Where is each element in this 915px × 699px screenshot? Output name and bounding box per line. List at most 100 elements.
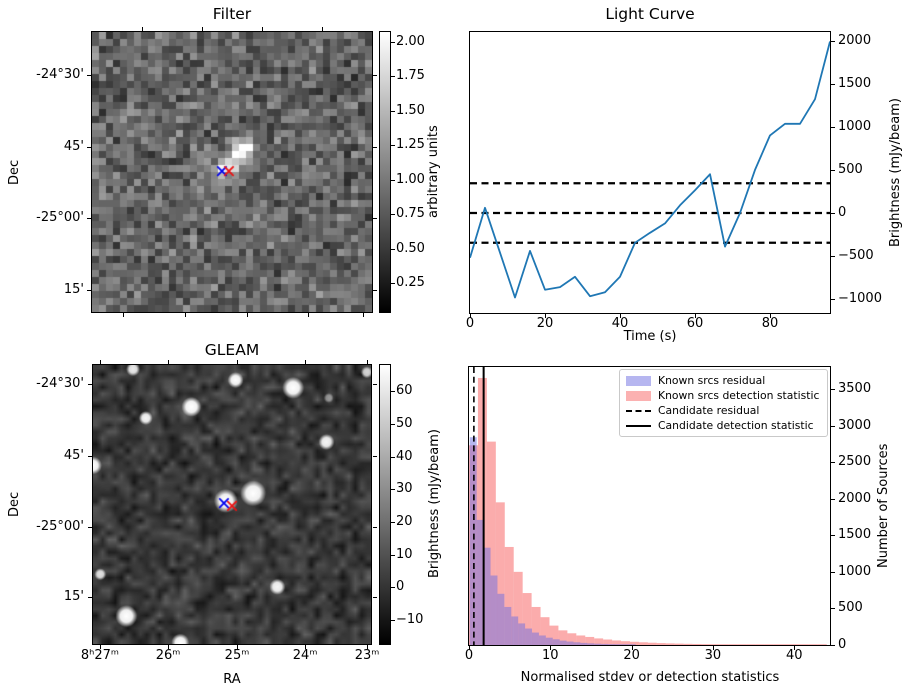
gleam-dec-tick-label: 15'	[63, 588, 84, 604]
histogram-ytick	[831, 645, 835, 646]
legend-item: Known srcs detection statistic	[626, 388, 821, 403]
filter-ra-tick-bottom	[123, 313, 125, 317]
histogram-xtick	[712, 646, 714, 650]
histogram-ytick	[831, 535, 835, 537]
filter-ra-tick-bottom	[307, 313, 309, 317]
gleam-ra-tick	[99, 645, 101, 649]
gleam-colorbar-tick	[391, 521, 395, 523]
filter-colorbar-tick	[391, 214, 395, 216]
gleam-ra-tick-label: 26ᵐ	[155, 648, 181, 663]
filter-colorbar-tick	[391, 41, 395, 43]
gleam-colorbar-tick	[391, 587, 395, 589]
histogram-ytick-label: 2000	[838, 490, 872, 506]
histogram-xtick	[550, 646, 552, 650]
lightcurve-xtick-label: 40	[611, 316, 629, 331]
lightcurve-ytick-label: 1000	[838, 118, 872, 134]
gleam-ra-tick	[367, 645, 369, 649]
filter-colorbar-tick-label: 0.25	[396, 275, 425, 291]
filter-ra-tick-top	[261, 27, 263, 31]
lightcurve-xtick	[695, 314, 696, 318]
legend-label-candidate-detection-statistic: Candidate detection statistic	[658, 419, 814, 432]
lightcurve-xtick-label: 0	[465, 316, 475, 331]
filter-colorbar-tick-label: 1.25	[396, 137, 425, 153]
gleam-ra-tick-top	[305, 360, 307, 364]
legend-swatch-known-srcs-detection-statistic	[626, 390, 651, 401]
filter-ra-tick-top	[202, 27, 204, 31]
gleam-dec-tick	[88, 455, 92, 457]
gleam-ra-tick-top	[367, 360, 369, 364]
histogram-xtick	[794, 646, 796, 650]
filter-dec-tick-right	[373, 75, 377, 77]
gleam-colorbar-tick-label: 30	[396, 481, 413, 497]
lightcurve-xtick	[620, 314, 621, 318]
filter-dec-tick-label: 45'	[63, 139, 84, 155]
gleam-colorbar-tick	[391, 620, 395, 622]
filter-colorbar-tick	[391, 76, 395, 78]
gleam-colorbar-tick-label: 20	[396, 513, 413, 529]
filter-colorbar-tick-label: 0.50	[396, 240, 425, 256]
filter-ra-tick-bottom	[247, 313, 249, 317]
gleam-colorbar-tick	[391, 391, 395, 393]
histogram-ytick	[831, 498, 835, 500]
histogram-xtick	[631, 646, 633, 650]
gleam-dec-tick	[88, 596, 92, 598]
lightcurve-ytick-label: 1500	[838, 75, 872, 91]
lightcurve-xtick	[770, 314, 771, 318]
gleam-colorbar-tick	[391, 456, 395, 458]
gleam-xlabel: RA	[223, 672, 241, 687]
histogram-xtick-label: 30	[704, 648, 722, 663]
filter-dec-tick	[87, 289, 91, 291]
gleam-dec-tick-right	[373, 527, 377, 529]
histogram-xtick-label: 0	[464, 648, 474, 663]
lightcurve-ytick	[831, 256, 835, 258]
legend-item: Known srcs residual	[626, 373, 821, 388]
gleam-colorbar-tick-label: 0	[396, 579, 405, 595]
filter-colorbar-tick	[391, 110, 395, 112]
gleam-colorbar-tick	[391, 554, 395, 556]
lightcurve-ytick	[831, 299, 835, 301]
histogram-ytick	[831, 608, 835, 610]
gleam-colorbar-tick-label: 60	[396, 383, 413, 399]
gleam-image	[92, 364, 372, 645]
gleam-colorbar	[379, 364, 391, 645]
lightcurve-ylabel: Brightness (mJy/beam)	[888, 98, 903, 248]
gleam-colorbar-tick-label: −10	[396, 612, 424, 628]
histogram-ytick-label: 500	[838, 600, 863, 616]
filter-colorbar-label: arbitrary units	[426, 125, 441, 219]
histogram-ytick-label: 3500	[838, 380, 872, 396]
filter-ra-tick-bottom	[184, 313, 186, 317]
legend-label-candidate-residual: Candidate residual	[658, 404, 760, 417]
filter-colorbar-tick-label: 0.75	[396, 206, 425, 222]
legend-item: Candidate residual	[626, 403, 821, 418]
histogram-xtick-label: 40	[785, 648, 803, 663]
lightcurve-ytick	[831, 40, 835, 42]
gleam-colorbar-label: Brightness (mJy/beam)	[427, 429, 442, 579]
lightcurve-ytick	[831, 83, 835, 85]
legend-solid-line-sample	[626, 424, 651, 427]
gleam-ra-tick-label: 25ᵐ	[224, 648, 250, 663]
lightcurve-xtick	[545, 314, 546, 318]
histogram-ytick-label: 0	[838, 637, 847, 652]
lightcurve-xtick-label: 60	[686, 316, 704, 331]
gleam-colorbar-tick	[391, 423, 395, 425]
filter-colorbar-tick-label: 1.50	[396, 102, 425, 118]
filter-dec-tick-right	[373, 217, 377, 219]
filter-colorbar-tick	[391, 179, 395, 181]
histogram-xtick-label: 20	[623, 648, 640, 663]
filter-colorbar-tick	[391, 248, 395, 250]
gleam-ra-tick	[168, 645, 170, 649]
gleam-dec-tick-right	[373, 455, 377, 457]
gleam-ra-tick-top	[168, 360, 170, 364]
histogram-legend: Known srcs residual Known srcs detection…	[619, 369, 828, 437]
histogram-ytick	[831, 388, 835, 390]
lightcurve-ytick-label: −500	[838, 248, 874, 264]
lightcurve-title: Light Curve	[605, 5, 695, 23]
legend-label-known-srcs-residual: Known srcs residual	[658, 374, 766, 387]
lightcurve-ytick	[831, 126, 835, 128]
histogram-ytick-label: 1000	[838, 563, 872, 579]
filter-colorbar-tick	[391, 283, 395, 285]
gleam-ra-tick-label: 24ᵐ	[292, 648, 318, 663]
lightcurve-ytick-label: 500	[838, 161, 863, 177]
gleam-ra-tick-top	[99, 360, 101, 364]
histogram-xtick	[469, 646, 470, 650]
